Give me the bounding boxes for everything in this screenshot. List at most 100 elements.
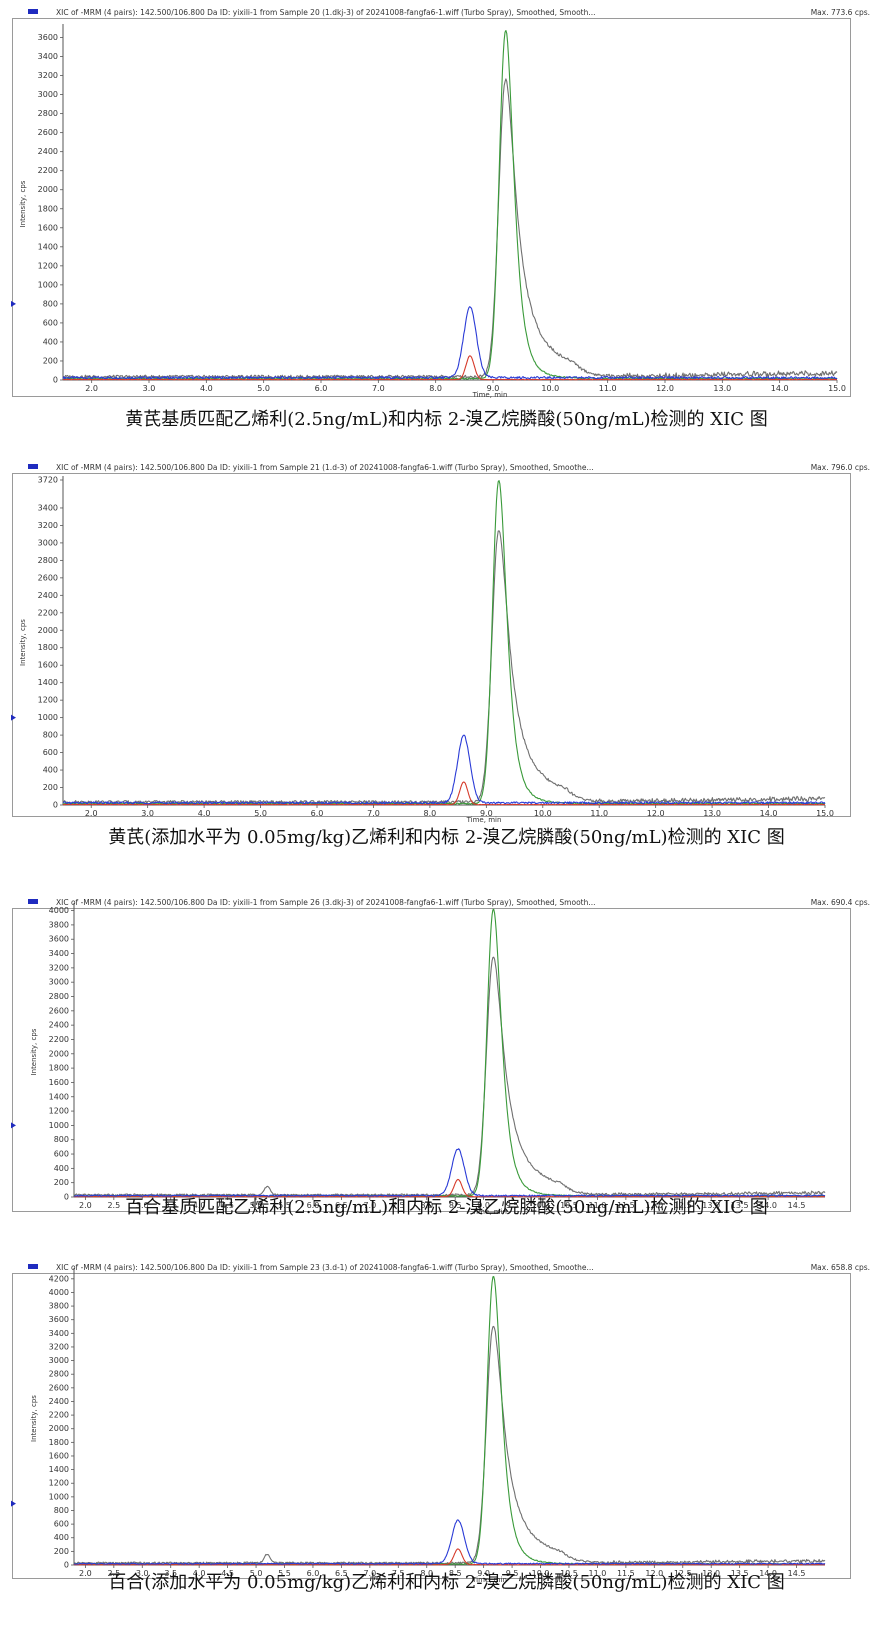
legend-swatch-icon (28, 464, 38, 469)
x-tick-label: 3.0 (141, 809, 154, 818)
x-tick-label: 14.5 (788, 1201, 806, 1210)
y-tick-label: 800 (43, 731, 58, 740)
y-tick-label: 2000 (49, 1049, 69, 1058)
header-max: Max. 658.8 cps. (810, 1263, 870, 1272)
y-tick-label: 3200 (38, 521, 58, 530)
y-tick-label: 400 (54, 1164, 69, 1173)
y-tick-label: 400 (43, 337, 58, 346)
y-tick-label: 1200 (38, 261, 58, 270)
x-tick-label: 2.5 (107, 1201, 120, 1210)
plot-frame (12, 473, 851, 817)
x-tick-label: 13.0 (702, 1201, 720, 1210)
x-axis-label: Time, min (466, 816, 502, 824)
y-tick-label: 3400 (49, 949, 69, 958)
y-tick-label: 3400 (38, 503, 58, 512)
y-tick-label: 400 (54, 1533, 69, 1542)
y-tick-label: 600 (54, 1520, 69, 1529)
xic-chart: 0 200 400 600 800 1000 1200 1400 1600 1800 2000 220… (11, 1268, 826, 1584)
y-tick-label: 1600 (49, 1078, 69, 1087)
y-tick-label: 2200 (49, 1035, 69, 1044)
x-tick-label: 12.5 (674, 1569, 692, 1578)
x-axis-label: Time, min (471, 1208, 507, 1216)
y-tick-label: 1400 (38, 678, 58, 687)
series-trace-3 (73, 1325, 826, 1565)
plot-frame (12, 908, 851, 1212)
x-tick-label: 2.5 (107, 1569, 120, 1578)
x-tick-label: 9.0 (477, 1569, 490, 1578)
x-tick-label: 14.0 (760, 809, 778, 818)
y-tick-label: 3000 (38, 90, 58, 99)
xic-chart: 0 200 400 600 800 1000 1200 1400 1600 1800 2000 220… (11, 24, 846, 399)
legend-swatch-icon (28, 9, 38, 14)
y-tick-label: 2200 (38, 166, 58, 175)
x-tick-label: 8.0 (420, 1201, 433, 1210)
header-text: XIC of -MRM (4 pairs): 142.500/106.800 D… (56, 898, 596, 907)
y-tick-label: 3200 (49, 1342, 69, 1351)
y-tick-label: 3000 (49, 978, 69, 987)
figure-caption: 百合基质匹配乙烯利(2.5ng/mL)和内标 2-溴乙烷膦酸(50ng/mL)检… (125, 1197, 768, 1218)
header-text: XIC of -MRM (4 pairs): 142.500/106.800 D… (56, 8, 596, 17)
x-tick-label: 9.0 (487, 384, 500, 393)
xic-chart: 0 200 400 600 800 1000 1200 1400 1600 1800 2000 220… (11, 903, 826, 1216)
y-tick-label: 2400 (49, 1021, 69, 1030)
x-axis-label: Time, min (472, 391, 508, 399)
y-tick-label: 2400 (38, 147, 58, 156)
y-tick-label: 2600 (38, 573, 58, 582)
y-tick-label: 3800 (49, 1302, 69, 1311)
x-tick-label: 8.0 (424, 809, 437, 818)
x-tick-label: 14.0 (771, 384, 789, 393)
series-trace-0 (62, 734, 826, 805)
y-tick-label: 0 (53, 801, 58, 810)
x-tick-label: 11.0 (590, 809, 608, 818)
y-tick-label: 1000 (49, 1492, 69, 1501)
y-tick-label: 0 (64, 1193, 69, 1202)
series-trace-2 (73, 1275, 826, 1565)
y-tick-label: 3720 (38, 476, 58, 485)
y-tick-label: 2800 (49, 1370, 69, 1379)
y-tick-label: 1200 (49, 1107, 69, 1116)
series-trace-2 (62, 480, 826, 805)
x-tick-label: 11.5 (617, 1201, 635, 1210)
y-axis-label: Intensity, cps (30, 1395, 38, 1442)
y-tick-label: 200 (54, 1178, 69, 1187)
x-tick-label: 6.0 (307, 1201, 320, 1210)
x-tick-label: 9.0 (480, 809, 493, 818)
y-tick-label: 3200 (38, 71, 58, 80)
x-tick-label: 14.5 (788, 1569, 806, 1578)
y-tick-label: 200 (43, 783, 58, 792)
xic-header: XIC of -MRM (4 pairs): 142.500/106.800 D… (14, 461, 880, 473)
x-tick-label: 13.0 (713, 384, 731, 393)
x-tick-label: 2.0 (79, 1569, 92, 1578)
x-tick-label: 4.5 (221, 1569, 234, 1578)
xic-header: XIC of -MRM (4 pairs): 142.500/106.800 D… (14, 6, 880, 18)
x-tick-label: 6.5 (335, 1201, 348, 1210)
x-tick-label: 12.0 (645, 1569, 663, 1578)
x-tick-label: 11.5 (617, 1569, 635, 1578)
x-tick-label: 12.0 (656, 384, 674, 393)
figure-caption: 黄芪(添加水平为 0.05mg/kg)乙烯利和内标 2-溴乙烷膦酸(50ng/m… (108, 827, 785, 848)
x-tick-label: 4.0 (200, 384, 213, 393)
y-tick-label: 3800 (49, 920, 69, 929)
y-tick-label: 2400 (38, 591, 58, 600)
header-text: XIC of -MRM (4 pairs): 142.500/106.800 D… (56, 463, 594, 472)
x-tick-label: 7.5 (392, 1569, 405, 1578)
legend-swatch-icon (28, 899, 38, 904)
x-tick-label: 3.5 (164, 1569, 177, 1578)
x-tick-label: 14.0 (759, 1201, 777, 1210)
x-tick-label: 6.0 (315, 384, 328, 393)
series-trace-1 (73, 1548, 826, 1566)
header-max: Max. 690.4 cps. (810, 898, 870, 907)
series-trace-1 (62, 781, 826, 806)
x-tick-label: 6.0 (307, 1569, 320, 1578)
y-tick-label: 3600 (49, 935, 69, 944)
y-axis-label: Intensity, cps (19, 180, 27, 227)
y-tick-label: 1200 (38, 696, 58, 705)
x-tick-label: 6.0 (311, 809, 324, 818)
x-tick-label: 6.5 (335, 1569, 348, 1578)
y-tick-label: 2000 (38, 626, 58, 635)
x-tick-label: 9.5 (506, 1201, 519, 1210)
x-tick-label: 8.5 (449, 1569, 462, 1578)
plot-frame (12, 1273, 851, 1579)
y-tick-label: 2600 (38, 128, 58, 137)
series-trace-3 (73, 956, 826, 1197)
